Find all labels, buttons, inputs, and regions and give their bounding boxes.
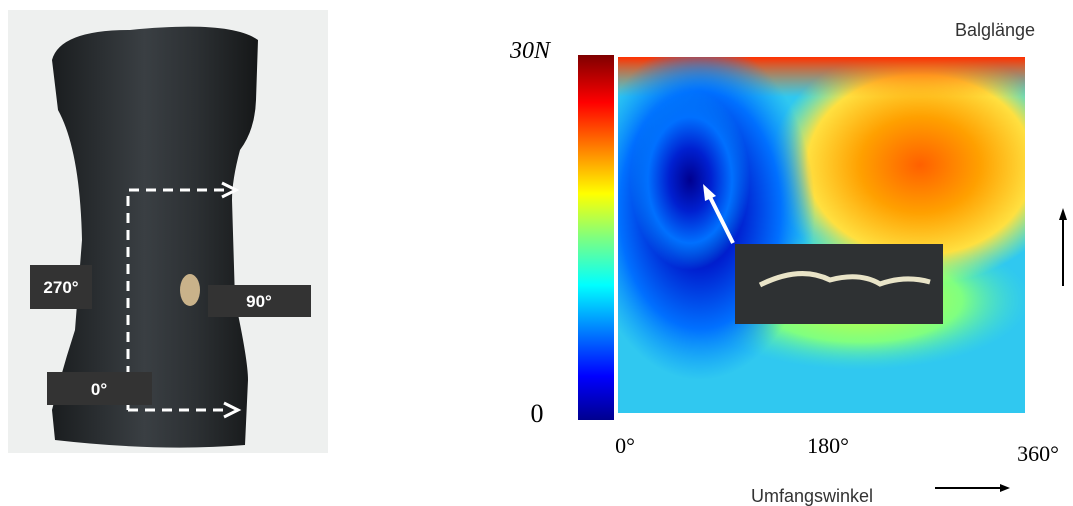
y-axis-title: Balglänge: [955, 20, 1035, 40]
heatmap: [585, 40, 1070, 413]
angle-label: 90°: [246, 292, 272, 311]
x-label: 0°: [615, 433, 635, 458]
x-label: 360°: [1017, 441, 1059, 466]
arrow-head: [1059, 208, 1067, 220]
y-top-label: 30N: [509, 38, 552, 64]
angle-label: 0°: [91, 380, 107, 399]
x-label: 180°: [807, 433, 849, 458]
angle-label: 270°: [43, 278, 78, 297]
y-bottom-label: 0: [531, 399, 544, 428]
x-axis-title: Umfangswinkel: [751, 486, 873, 506]
damage: [180, 274, 200, 306]
arrow-head: [1000, 484, 1010, 492]
colorbar: [578, 55, 614, 420]
figure: 270° 90° 0° Balglänge 30N 0 0° 180° 360°…: [0, 0, 1073, 506]
